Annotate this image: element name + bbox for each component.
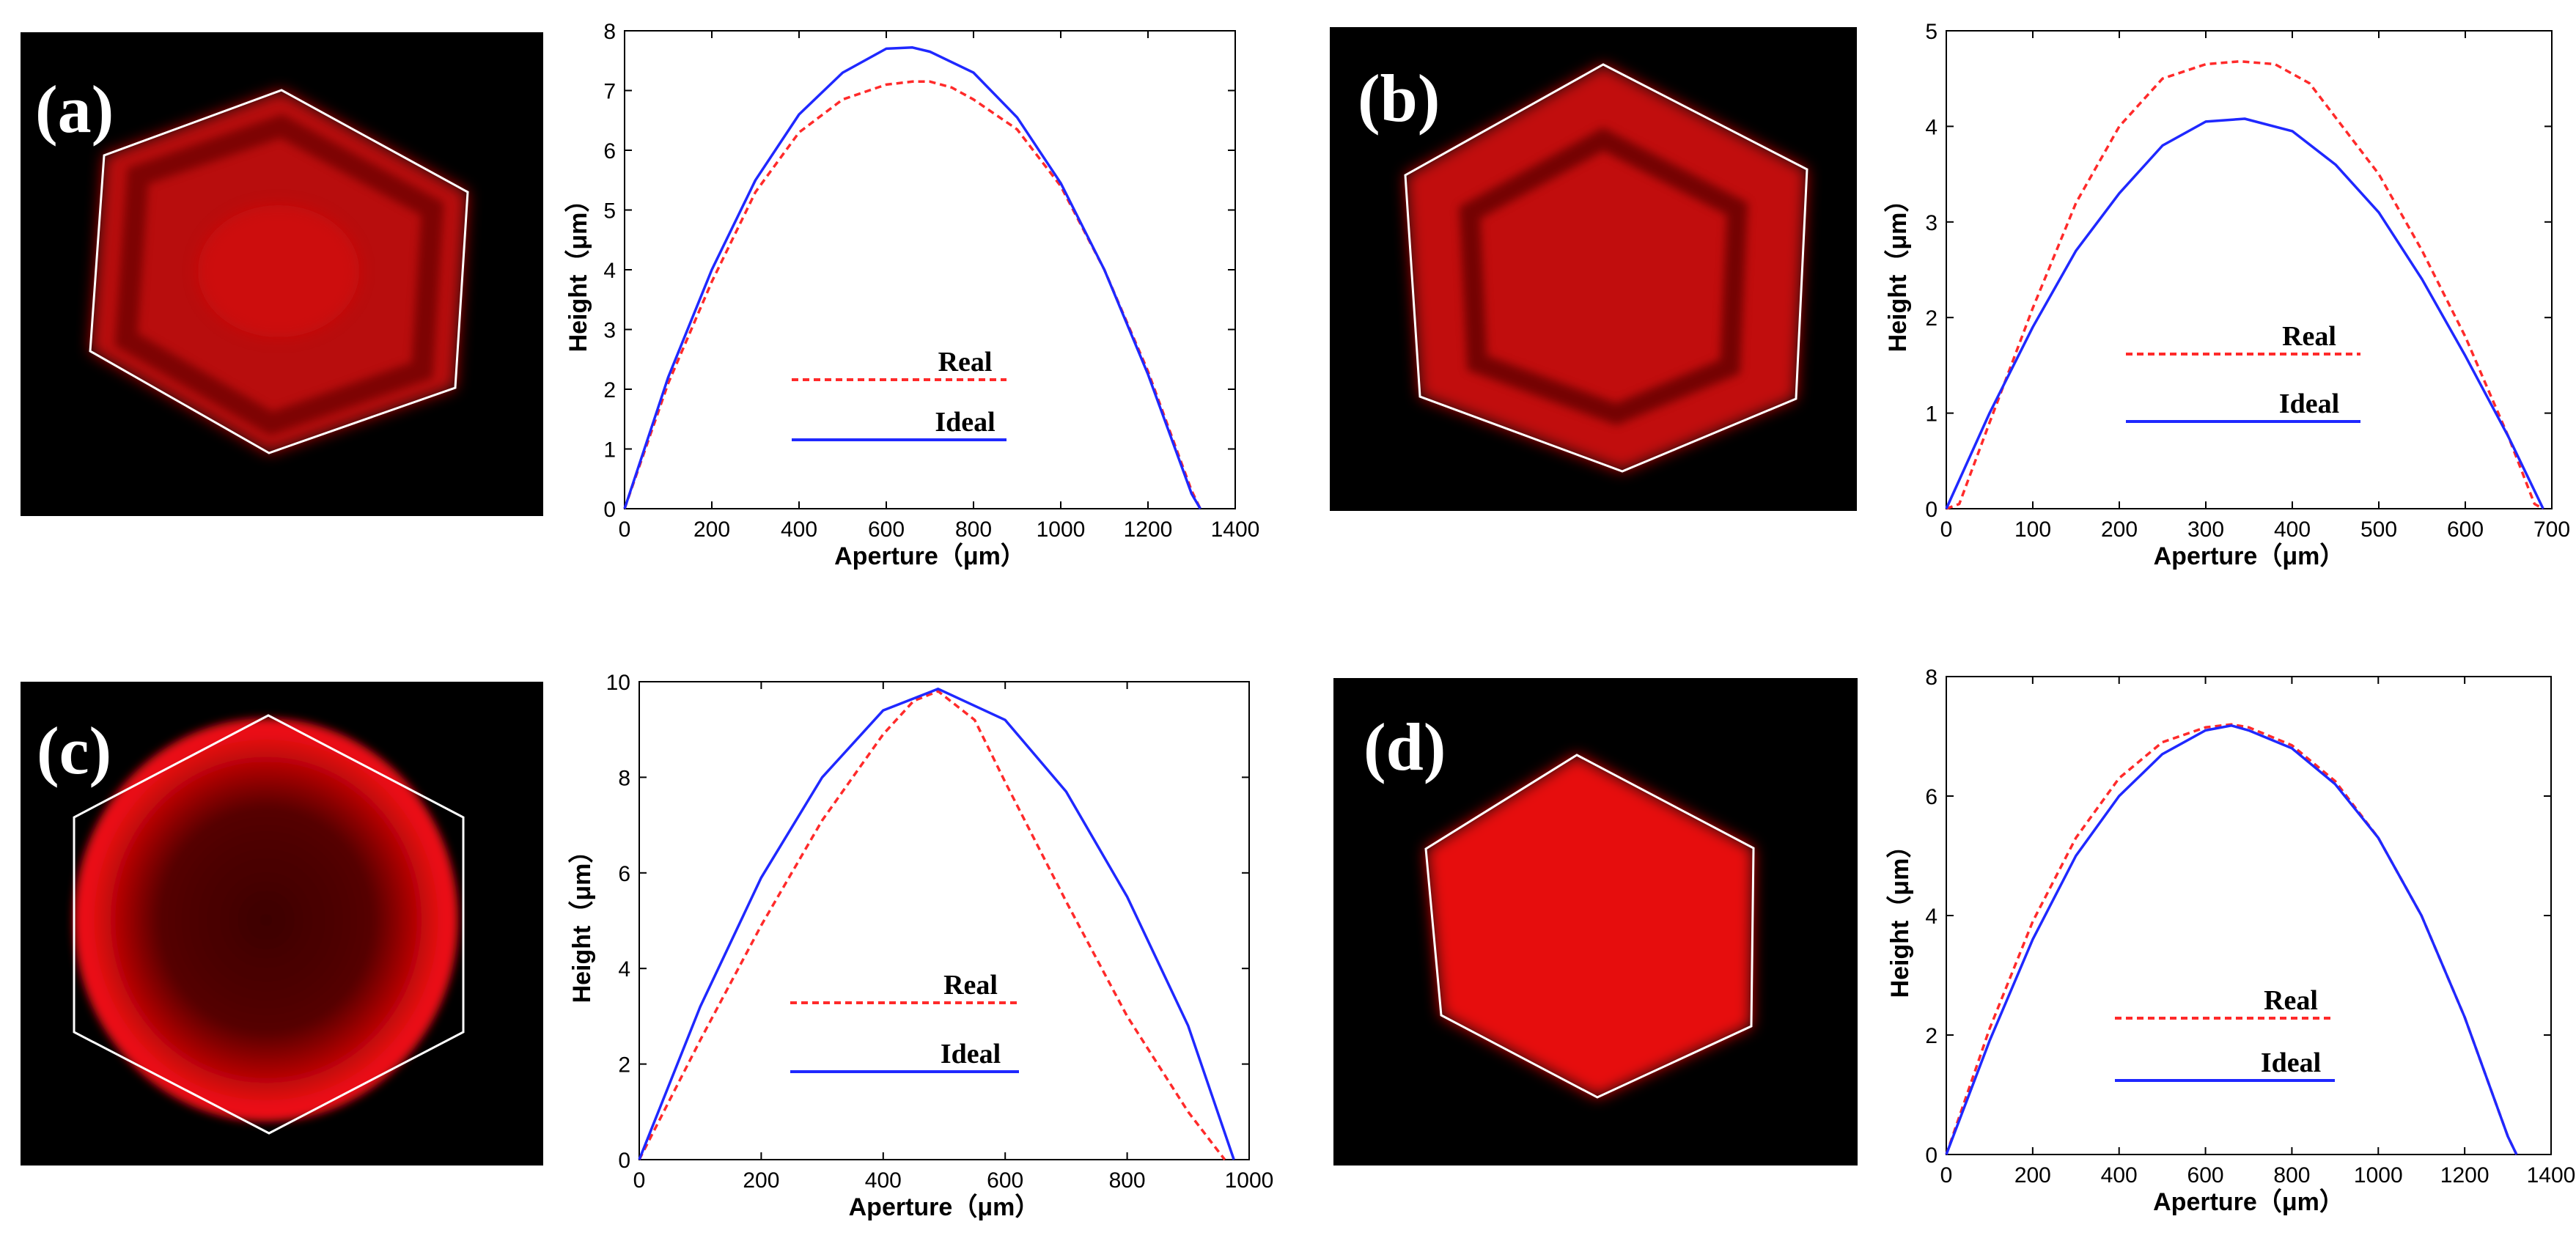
x-tick-label: 200 [693, 518, 730, 542]
y-tick-label: 6 [1925, 785, 1937, 809]
y-tick-label: 2 [1925, 306, 1937, 331]
x-tick-label: 200 [743, 1168, 779, 1193]
x-tick-label: 400 [865, 1168, 902, 1193]
plot-area [624, 30, 1236, 509]
x-tick-label: 600 [868, 518, 905, 542]
panel-label-d: (d) [1364, 710, 1446, 784]
y-tick-label: 0 [1925, 1144, 1937, 1168]
series-line-real [623, 80, 1201, 509]
x-tick-label: 400 [2274, 518, 2311, 542]
x-tick-label: 800 [955, 518, 992, 542]
y-tick-label: 2 [603, 378, 616, 402]
x-tick-label: 0 [633, 1168, 646, 1193]
x-tick-label: 400 [781, 518, 817, 542]
y-tick-label: 4 [1925, 115, 1937, 139]
y-axis-label: Height（μm） [564, 188, 592, 353]
y-tick-label: 1 [603, 438, 616, 463]
panel-label-b: (b) [1358, 61, 1440, 136]
x-tick-label: 400 [2101, 1163, 2138, 1187]
x-tick-label: 1200 [1124, 518, 1173, 542]
chart-a: 0 200 400 600 800 1000 1200 1400 0 1 2 3 4 5 6 7 8 Apertu… [564, 20, 1259, 570]
x-tick-label: 1400 [1211, 518, 1260, 542]
x-tick-label: 700 [2533, 518, 2570, 542]
legend-label-ideal: Ideal [2261, 1047, 2321, 1078]
legend-label-real: Real [2264, 985, 2318, 1016]
legend-label-ideal: Ideal [941, 1039, 1001, 1069]
series-line-ideal [638, 688, 1235, 1160]
x-tick-label: 1200 [2440, 1163, 2489, 1187]
x-tick-label: 800 [1109, 1168, 1146, 1193]
y-tick-label: 6 [618, 862, 630, 886]
legend-label-ideal: Ideal [2279, 389, 2339, 419]
series-line-real [638, 690, 1226, 1161]
y-tick-label: 3 [603, 319, 616, 343]
y-tick-label: 2 [618, 1053, 630, 1078]
x-tick-label: 500 [2360, 518, 2397, 542]
x-tick-label: 200 [2014, 1163, 2051, 1187]
x-tick-label: 0 [1940, 518, 1953, 542]
x-axis-label: Aperture（μm） [2153, 1187, 2344, 1216]
y-tick-label: 1 [1925, 402, 1937, 427]
y-tick-label: 8 [618, 766, 630, 790]
x-axis-label: Aperture（μm） [849, 1193, 1040, 1221]
y-tick-label: 10 [606, 671, 630, 695]
image-panel-c: (c) [21, 682, 543, 1166]
x-axis-label: Aperture（μm） [2154, 542, 2345, 570]
y-tick-label: 5 [1925, 20, 1937, 44]
y-tick-label: 4 [603, 259, 616, 283]
panel-label-c: (c) [37, 713, 111, 788]
x-tick-label: 600 [2447, 518, 2484, 542]
series-line-ideal [1945, 117, 2544, 509]
legend-label-ideal: Ideal [935, 407, 995, 438]
x-tick-label: 1000 [1225, 1168, 1274, 1193]
x-tick-label: 0 [1940, 1163, 1953, 1187]
y-tick-label: 4 [1925, 905, 1937, 929]
y-tick-label: 8 [1925, 666, 1937, 690]
series-line-real [1946, 59, 2544, 510]
legend-label-real: Real [2282, 321, 2336, 352]
image-panel-a: (a) [21, 32, 543, 516]
plot-area [1946, 676, 2552, 1155]
y-tick-label: 2 [1925, 1024, 1937, 1048]
y-tick-label: 7 [603, 80, 616, 104]
x-tick-label: 200 [2101, 518, 2138, 542]
x-tick-label: 600 [987, 1168, 1023, 1193]
y-tick-label: 4 [618, 957, 630, 982]
x-axis-label: Aperture（μm） [834, 542, 1026, 570]
x-tick-label: 800 [2273, 1163, 2310, 1187]
y-tick-label: 0 [618, 1149, 630, 1173]
y-axis-label: Height（μm） [567, 839, 596, 1004]
x-tick-label: 300 [2187, 518, 2224, 542]
series-line-ideal [623, 46, 1201, 509]
x-tick-label: 1000 [1037, 518, 1086, 542]
chart-c: 0 200 400 600 800 1000 0 2 4 6 8 10 Aperture（μm） Heig… [567, 671, 1273, 1221]
plot-area [1946, 30, 2553, 509]
x-tick-label: 1000 [2354, 1163, 2403, 1187]
chart-d: 0 200 400 600 800 1000 1200 1400 0 2 4 6 8 Aperture（μ… [1885, 666, 2575, 1216]
y-tick-label: 0 [603, 498, 616, 522]
image-panel-d: (d) [1333, 678, 1858, 1166]
y-tick-label: 3 [1925, 211, 1937, 235]
y-axis-label: Height（μm） [1885, 833, 1914, 998]
y-tick-label: 6 [603, 139, 616, 163]
series-line-ideal [1945, 724, 2518, 1155]
image-panel-b: (b) [1330, 27, 1857, 511]
x-tick-label: 0 [619, 518, 631, 542]
x-tick-label: 600 [2187, 1163, 2224, 1187]
y-tick-label: 8 [603, 20, 616, 44]
y-tick-label: 5 [603, 199, 616, 224]
y-axis-label: Height（μm） [1883, 188, 1912, 353]
y-tick-label: 0 [1925, 498, 1937, 522]
legend-label-real: Real [938, 347, 993, 378]
chart-b: 0 100 200 300 400 500 600 700 0 1 2 3 4 5 Aperture（μm）… [1883, 20, 2570, 570]
panel-label-a: (a) [35, 72, 114, 147]
plot-area [639, 681, 1250, 1160]
x-tick-label: 1400 [2527, 1163, 2576, 1187]
x-tick-label: 100 [2014, 518, 2051, 542]
legend-label-real: Real [943, 970, 998, 1001]
